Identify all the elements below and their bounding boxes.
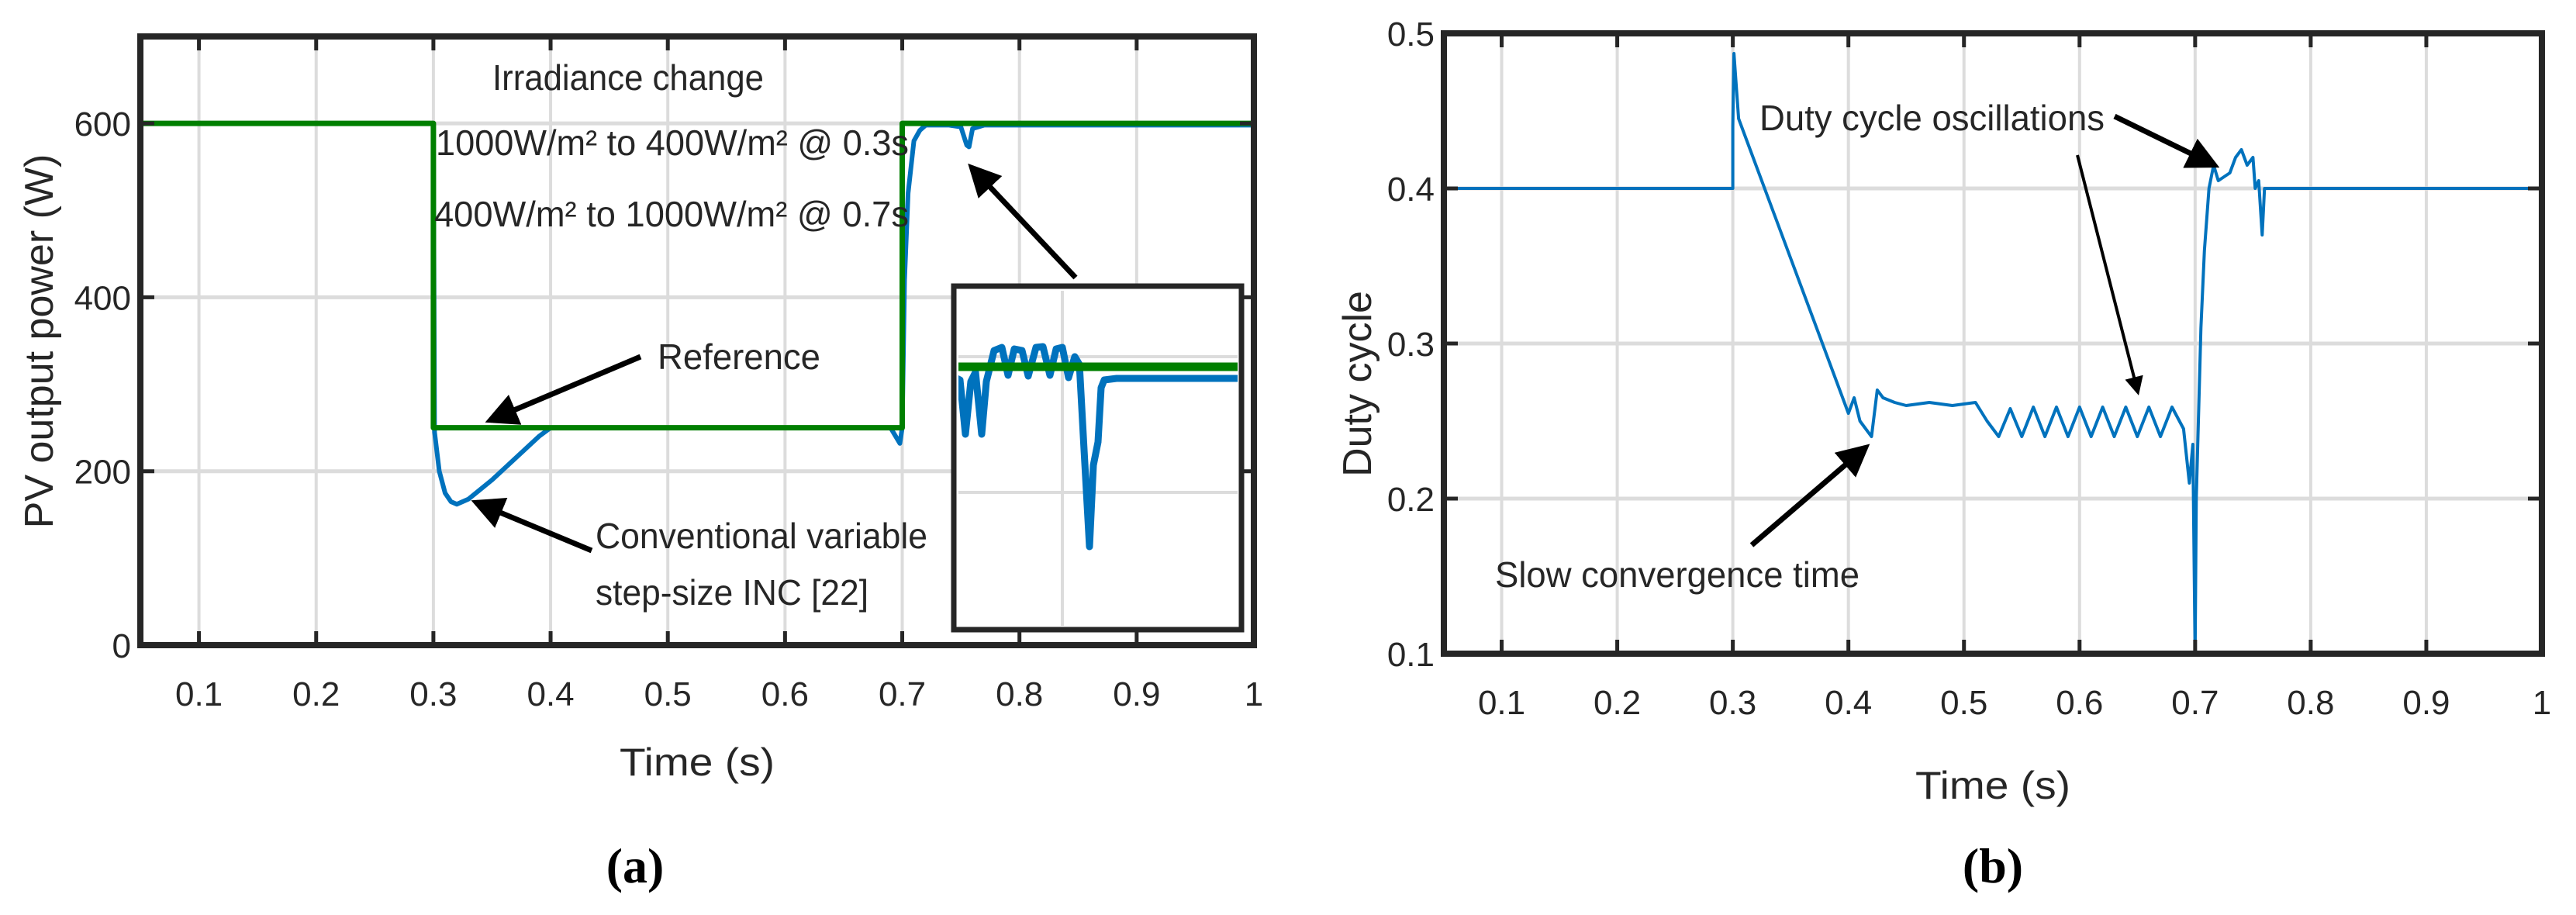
chart-b-tick-labels: 0.1 0.2 0.3 0.4 0.5 0.6 0.7 0.8 0.9 1 0.1 0.2 0.3 0.4… bbox=[1387, 16, 2551, 722]
y-tick-label: 0.3 bbox=[1387, 326, 1435, 364]
annotation-conventional-line1: Conventional variable bbox=[596, 516, 927, 556]
chart-b: 0.1 0.2 0.3 0.4 0.5 0.6 0.7 0.8 0.9 1 0.1 0.2 0.3 0.4… bbox=[1335, 16, 2551, 893]
x-tick-label: 0.5 bbox=[1940, 684, 1987, 722]
y-tick-label: 0 bbox=[112, 627, 131, 665]
chart-b-xlabel: Time (s) bbox=[1915, 764, 2070, 807]
chart-a-xlabel: Time (s) bbox=[620, 741, 775, 784]
x-tick-label: 0.3 bbox=[1709, 684, 1756, 722]
chart-b-ylabel: Duty cycle bbox=[1335, 291, 1380, 477]
annotation-slow-convergence: Slow convergence time bbox=[1495, 554, 1859, 595]
x-tick-label: 0.4 bbox=[1825, 684, 1872, 722]
chart-b-axes bbox=[1441, 30, 2545, 657]
reference-line bbox=[140, 120, 1254, 431]
x-tick-label: 0.2 bbox=[1594, 684, 1641, 722]
chart-a-ylabel: PV output power (W) bbox=[17, 154, 62, 529]
y-tick-label: 200 bbox=[74, 454, 131, 492]
arrow-oscillations-2 bbox=[2076, 154, 2143, 395]
arrow-slow-convergence bbox=[1749, 444, 1870, 547]
annotation-conventional-line2: step-size INC [22] bbox=[596, 572, 868, 613]
annotation-irradiance-step-down: 1000W/m² to 400W/m² @ 0.3s bbox=[436, 123, 909, 163]
x-tick-label: 0.5 bbox=[644, 675, 692, 713]
annotation-reference: Reference bbox=[658, 337, 820, 377]
y-tick-label: 0.1 bbox=[1387, 636, 1435, 674]
arrow-conventional bbox=[471, 498, 593, 554]
chart-a: 0.1 0.2 0.3 0.4 0.5 0.6 0.7 0.8 0.9 1 0 200 400 600 P… bbox=[17, 33, 1264, 893]
y-tick-label: 600 bbox=[74, 105, 131, 143]
x-tick-label: 0.2 bbox=[292, 675, 340, 713]
caption-a: (a) bbox=[606, 838, 665, 893]
x-tick-label: 1 bbox=[1245, 675, 1263, 713]
x-tick-label: 0.6 bbox=[2056, 684, 2103, 722]
x-tick-label: 0.1 bbox=[175, 675, 223, 713]
arrow-inset bbox=[968, 163, 1078, 280]
caption-b: (b) bbox=[1963, 838, 2023, 893]
chart-a-inset bbox=[951, 283, 1245, 633]
annotation-duty-oscillations: Duty cycle oscillations bbox=[1759, 98, 2105, 138]
x-tick-label: 0.8 bbox=[2287, 684, 2334, 722]
x-tick-label: 0.9 bbox=[2402, 684, 2450, 722]
y-tick-label: 0.2 bbox=[1387, 481, 1435, 519]
x-tick-label: 1 bbox=[2533, 684, 2551, 722]
annotation-irradiance-step-up: 400W/m² to 1000W/m² @ 0.7s bbox=[434, 194, 909, 234]
chart-a-series bbox=[140, 120, 1254, 507]
arrow-reference bbox=[485, 354, 642, 425]
x-tick-label: 0.8 bbox=[996, 675, 1043, 713]
y-tick-label: 400 bbox=[74, 279, 131, 317]
inset-measured-line bbox=[958, 343, 1238, 551]
chart-a-axes bbox=[137, 33, 1257, 648]
annotation-irradiance-title: Irradiance change bbox=[492, 57, 764, 98]
x-tick-label: 0.7 bbox=[879, 675, 926, 713]
measured-line bbox=[1444, 52, 2542, 654]
chart-b-series bbox=[1444, 52, 2542, 654]
chart-a-tick-labels: 0.1 0.2 0.3 0.4 0.5 0.6 0.7 0.8 0.9 1 0 200 400 600 bbox=[74, 105, 1264, 713]
x-tick-label: 0.3 bbox=[409, 675, 457, 713]
x-tick-label: 0.4 bbox=[527, 675, 574, 713]
chart-b-grid bbox=[1444, 33, 2542, 654]
y-tick-label: 0.4 bbox=[1387, 171, 1435, 209]
x-tick-label: 0.1 bbox=[1478, 684, 1525, 722]
x-tick-label: 0.7 bbox=[2171, 684, 2219, 722]
x-tick-label: 0.9 bbox=[1113, 675, 1160, 713]
x-tick-label: 0.6 bbox=[761, 675, 809, 713]
y-tick-label: 0.5 bbox=[1387, 16, 1435, 54]
arrow-oscillations-1 bbox=[2113, 113, 2220, 168]
